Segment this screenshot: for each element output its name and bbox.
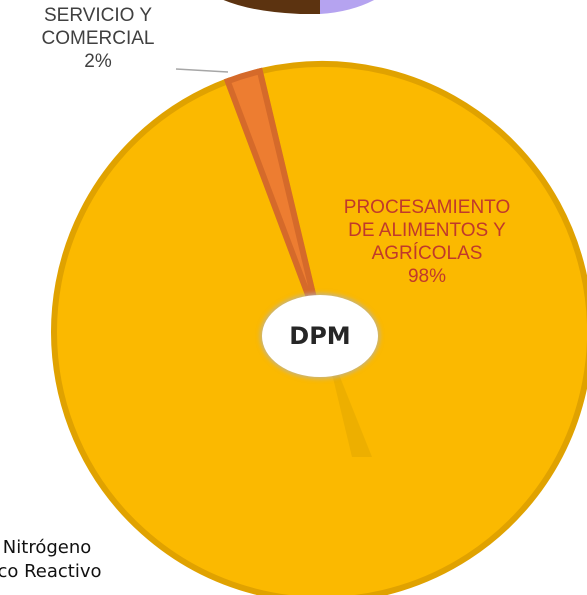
top-partial-pie (223, 0, 375, 14)
bottom-cropped-text: e Nitrógeno ánico Reactivo (0, 536, 200, 584)
label-procesamiento: PROCESAMIENTO DE ALIMENTOS Y AGRÍCOLAS 9… (296, 196, 558, 288)
label-servicio-comercial: SERVICIO Y COMERCIAL 2% (0, 4, 196, 73)
bottom-text-line-2: ánico Reactivo (0, 561, 102, 582)
label-procesamiento-name: PROCESAMIENTO DE ALIMENTOS Y AGRÍCOLAS (343, 197, 511, 264)
top-pie-purple-slice (320, 0, 375, 14)
label-servicio-name: SERVICIO Y COMERCIAL (41, 5, 155, 49)
center-label: DPM (289, 322, 351, 350)
slice-servicio-comercial (223, 67, 325, 334)
center-badge: DPM (262, 295, 378, 377)
leader-line (175, 68, 229, 73)
label-procesamiento-pct: 98% (407, 266, 447, 287)
label-servicio-pct: 2% (84, 51, 112, 72)
bottom-text-line-1: e Nitrógeno (0, 537, 92, 558)
top-pie-brown-slice (223, 0, 320, 14)
